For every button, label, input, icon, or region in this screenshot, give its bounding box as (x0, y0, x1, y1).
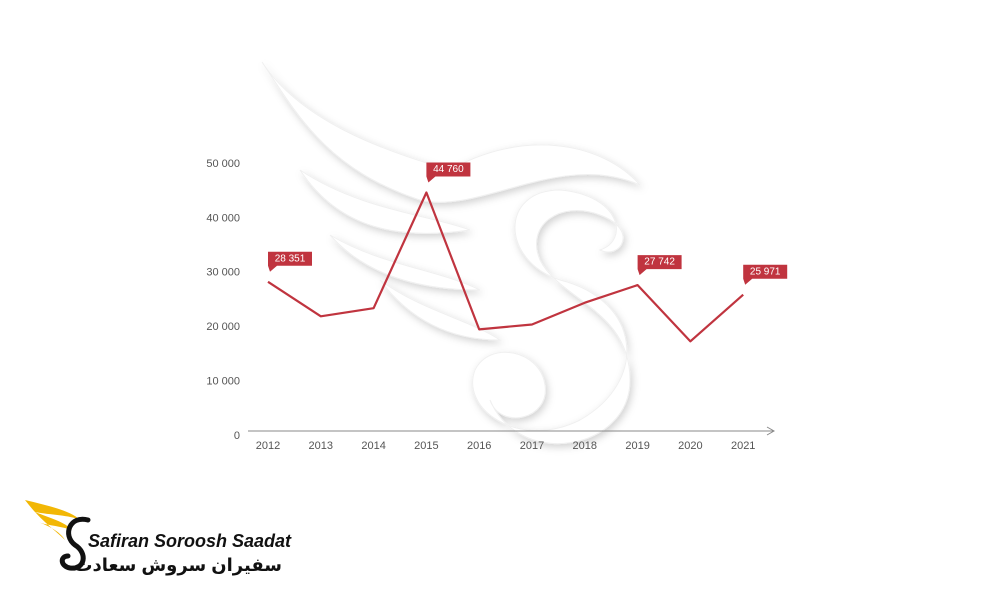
x-tick-label: 2018 (573, 440, 597, 452)
x-tick-label: 2020 (678, 440, 702, 452)
logo: Safiran Soroosh Saadat سفیران سروش سعادت (25, 500, 292, 576)
watermark (261, 61, 641, 444)
y-tick-label: 20 000 (206, 321, 240, 333)
y-tick-label: 10 000 (206, 376, 240, 388)
x-tick-label: 2015 (414, 440, 438, 452)
x-tick-label: 2014 (361, 440, 385, 452)
data-label-text: 27 742 (644, 257, 675, 268)
x-tick-label: 2012 (256, 440, 280, 452)
y-tick-label: 50 000 (206, 158, 240, 170)
x-tick-label: 2013 (309, 440, 333, 452)
data-label: 27 742 (637, 255, 682, 276)
data-label: 44 760 (426, 162, 471, 183)
y-tick-label: 0 (234, 430, 240, 442)
data-label: 28 351 (268, 251, 312, 272)
data-label-box (268, 251, 312, 272)
logo-name-fa: سفیران سروش سعادت (74, 555, 282, 576)
data-label-text: 44 760 (433, 164, 464, 175)
logo-name: Safiran Soroosh Saadat (88, 531, 292, 551)
data-label-box (743, 264, 788, 285)
data-label: 25 971 (743, 264, 788, 285)
y-tick-label: 30 000 (206, 267, 240, 279)
x-tick-label: 2021 (731, 440, 755, 452)
data-label-box (426, 162, 471, 183)
data-label-text: 28 351 (275, 253, 306, 264)
data-label-box (637, 255, 682, 276)
x-tick-label: 2019 (625, 440, 649, 452)
x-tick-label: 2017 (520, 440, 544, 452)
x-axis-arrow (766, 426, 776, 436)
y-tick-label: 40 000 (206, 212, 240, 224)
line (267, 191, 744, 343)
data-label-text: 25 971 (750, 266, 781, 277)
logo-wing (25, 500, 80, 540)
logo-s (59, 516, 91, 571)
axes (248, 426, 776, 436)
x-tick-label: 2016 (467, 440, 491, 452)
